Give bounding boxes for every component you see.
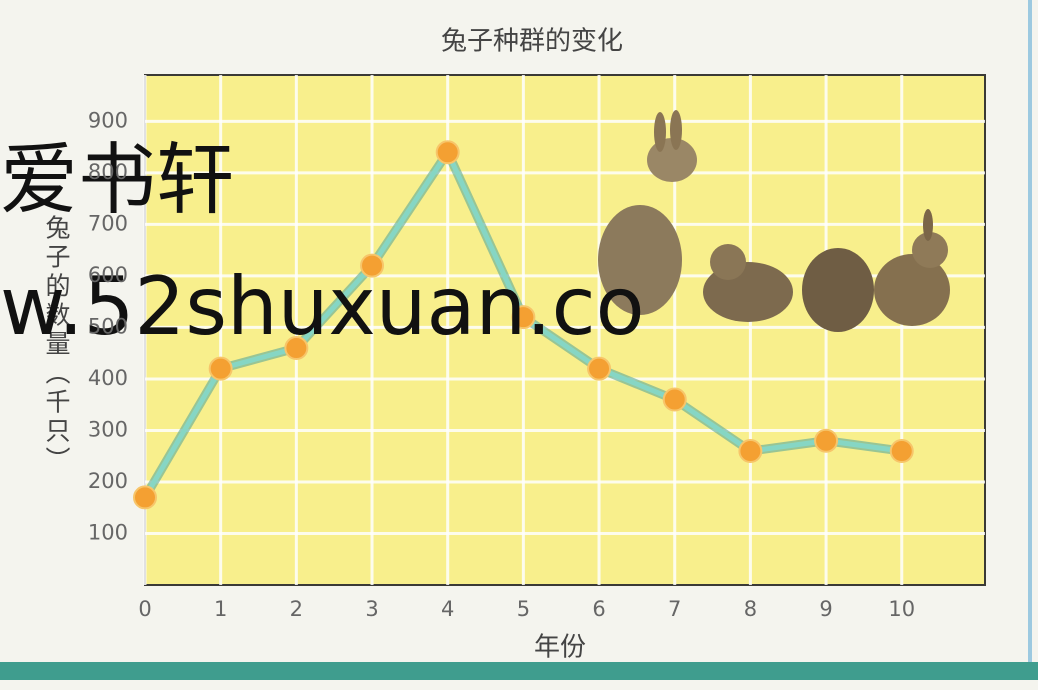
y-tick-label: 900 [88, 108, 128, 132]
x-tick-label: 4 [441, 597, 454, 621]
page: {"chart_data": {"type": "line", "title":… [0, 0, 1038, 690]
y-tick-label: 800 [88, 160, 128, 184]
x-tick-label: 3 [365, 597, 378, 621]
y-tick-label: 700 [88, 211, 128, 235]
data-point [588, 358, 610, 380]
y-tick-label: 200 [88, 469, 128, 493]
x-tick-label: 1 [214, 597, 227, 621]
x-tick-label: 8 [744, 597, 757, 621]
data-point [891, 440, 913, 462]
bottom-band [0, 662, 1038, 680]
chart-title: 兔子种群的变化 [441, 27, 623, 57]
y-tick-label: 600 [88, 263, 128, 287]
x-axis-label: 年份 [534, 633, 586, 663]
x-tick-label: 7 [668, 597, 681, 621]
chart: 兔子种群的变化 年份 兔子的数量（千只） 爱书轩 w.52shuxuan.co … [0, 0, 1038, 690]
x-tick-label: 5 [517, 597, 530, 621]
y-tick-label: 100 [88, 520, 128, 544]
x-tick-label: 2 [290, 597, 303, 621]
y-tick-label: 300 [88, 417, 128, 441]
data-point [437, 141, 459, 163]
y-tick-label: 500 [88, 314, 128, 338]
x-tick-label: 0 [138, 597, 151, 621]
data-point [134, 486, 156, 508]
data-point [210, 358, 232, 380]
data-point [664, 389, 686, 411]
data-point [815, 430, 837, 452]
x-tick-label: 9 [819, 597, 832, 621]
y-tick-label: 400 [88, 366, 128, 390]
right-edge [1028, 0, 1032, 662]
x-tick-label: 6 [592, 597, 605, 621]
data-point [739, 440, 761, 462]
x-tick-label: 10 [888, 597, 915, 621]
